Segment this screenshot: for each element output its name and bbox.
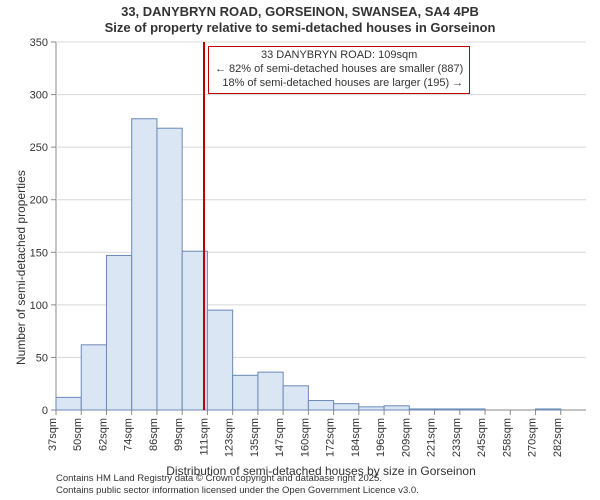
- x-tick-label: 74sqm: [123, 418, 135, 451]
- chart-title-2: Size of property relative to semi-detach…: [0, 20, 600, 36]
- y-tick-label: 150: [30, 247, 48, 259]
- histogram-svg: 05010015020025030035037sqm50sqm62sqm74sq…: [56, 42, 590, 462]
- x-tick-label: 135sqm: [249, 418, 261, 457]
- histogram-bar: [157, 128, 182, 410]
- x-tick-label: 147sqm: [274, 418, 286, 457]
- histogram-bar: [384, 406, 409, 410]
- x-tick-label: 209sqm: [400, 418, 412, 457]
- footer-line-1: Contains HM Land Registry data © Crown c…: [56, 473, 590, 484]
- y-tick-label: 300: [30, 90, 48, 102]
- histogram-bar: [258, 372, 283, 410]
- x-tick-label: 86sqm: [148, 418, 160, 451]
- x-tick-label: 111sqm: [198, 418, 210, 456]
- footer-note: Contains HM Land Registry data © Crown c…: [56, 473, 590, 496]
- x-tick-label: 123sqm: [224, 418, 236, 457]
- callout-line-1: 33 DANYBRYN ROAD: 109sqm: [215, 49, 463, 63]
- x-tick-label: 37sqm: [47, 418, 59, 451]
- x-tick-label: 160sqm: [299, 418, 311, 457]
- x-tick-label: 233sqm: [451, 418, 463, 457]
- x-tick-label: 62sqm: [97, 418, 109, 451]
- y-tick-label: 350: [30, 37, 48, 49]
- histogram-bar: [283, 386, 308, 410]
- x-tick-label: 184sqm: [350, 418, 362, 457]
- y-tick-label: 200: [30, 195, 48, 207]
- x-tick-label: 196sqm: [375, 418, 387, 457]
- x-tick-label: 245sqm: [476, 418, 488, 457]
- histogram-bar: [409, 409, 434, 410]
- y-axis-title: Number of semi-detached properties: [14, 170, 28, 365]
- histogram-bar: [536, 409, 561, 410]
- chart-root: 33, DANYBRYN ROAD, GORSEINON, SWANSEA, S…: [0, 0, 600, 500]
- histogram-bar: [207, 310, 232, 410]
- histogram-bar: [435, 409, 460, 410]
- histogram-bar: [359, 407, 384, 410]
- marker-callout: 33 DANYBRYN ROAD: 109sqm ← 82% of semi-d…: [208, 46, 470, 94]
- histogram-bar: [460, 409, 485, 410]
- histogram-bar: [56, 397, 81, 410]
- chart-title-1: 33, DANYBRYN ROAD, GORSEINON, SWANSEA, S…: [0, 0, 600, 20]
- x-tick-label: 50sqm: [72, 418, 84, 451]
- callout-line-3: 18% of semi-detached houses are larger (…: [215, 77, 463, 91]
- y-tick-label: 250: [30, 142, 48, 154]
- plot-area: 05010015020025030035037sqm50sqm62sqm74sq…: [56, 42, 586, 410]
- x-tick-label: 172sqm: [325, 418, 337, 457]
- x-tick-label: 258sqm: [501, 418, 513, 457]
- x-tick-label: 282sqm: [552, 418, 564, 457]
- y-tick-label: 100: [30, 300, 48, 312]
- y-tick-label: 0: [42, 405, 48, 417]
- histogram-bar: [132, 119, 157, 410]
- y-tick-label: 50: [36, 352, 48, 364]
- histogram-bar: [81, 345, 106, 410]
- x-tick-label: 99sqm: [173, 418, 185, 451]
- x-tick-label: 270sqm: [527, 418, 539, 457]
- callout-line-2: ← 82% of semi-detached houses are smalle…: [215, 63, 463, 77]
- footer-line-2: Contains public sector information licen…: [56, 485, 590, 496]
- histogram-bar: [233, 375, 258, 410]
- histogram-bar: [334, 404, 359, 410]
- histogram-bar: [106, 255, 131, 410]
- histogram-bar: [308, 401, 333, 410]
- x-tick-label: 221sqm: [426, 418, 438, 457]
